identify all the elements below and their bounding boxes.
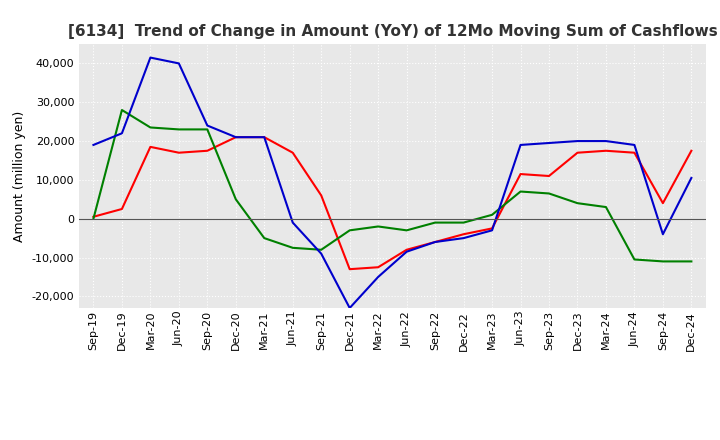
Free Cashflow xyxy=(146,55,155,60)
Investing Cashflow xyxy=(203,127,212,132)
Operating Cashflow xyxy=(174,150,183,155)
Free Cashflow xyxy=(459,235,468,241)
Free Cashflow xyxy=(602,139,611,144)
Line: Free Cashflow: Free Cashflow xyxy=(94,58,691,308)
Free Cashflow xyxy=(573,139,582,144)
Operating Cashflow xyxy=(659,201,667,206)
Operating Cashflow xyxy=(602,148,611,154)
Investing Cashflow xyxy=(289,245,297,250)
Investing Cashflow xyxy=(89,216,98,221)
Operating Cashflow xyxy=(516,172,525,177)
Free Cashflow xyxy=(431,239,439,245)
Operating Cashflow xyxy=(374,264,382,270)
Free Cashflow xyxy=(260,135,269,140)
Operating Cashflow xyxy=(289,150,297,155)
Investing Cashflow xyxy=(630,257,639,262)
Free Cashflow xyxy=(374,274,382,279)
Investing Cashflow xyxy=(374,224,382,229)
Operating Cashflow xyxy=(346,267,354,272)
Free Cashflow xyxy=(487,228,496,233)
Operating Cashflow xyxy=(146,144,155,150)
Free Cashflow xyxy=(545,140,554,146)
Investing Cashflow xyxy=(516,189,525,194)
Title: [6134]  Trend of Change in Amount (YoY) of 12Mo Moving Sum of Cashflows: [6134] Trend of Change in Amount (YoY) o… xyxy=(68,24,717,39)
Operating Cashflow xyxy=(232,135,240,140)
Investing Cashflow xyxy=(402,228,411,233)
Investing Cashflow xyxy=(687,259,696,264)
Investing Cashflow xyxy=(174,127,183,132)
Operating Cashflow xyxy=(687,148,696,154)
Y-axis label: Amount (million yen): Amount (million yen) xyxy=(13,110,26,242)
Free Cashflow xyxy=(203,123,212,128)
Free Cashflow xyxy=(174,61,183,66)
Free Cashflow xyxy=(346,305,354,311)
Investing Cashflow xyxy=(232,197,240,202)
Line: Investing Cashflow: Investing Cashflow xyxy=(94,110,691,261)
Free Cashflow xyxy=(516,142,525,147)
Investing Cashflow xyxy=(260,235,269,241)
Investing Cashflow xyxy=(545,191,554,196)
Investing Cashflow xyxy=(602,205,611,210)
Free Cashflow xyxy=(317,251,325,256)
Investing Cashflow xyxy=(459,220,468,225)
Operating Cashflow xyxy=(630,150,639,155)
Operating Cashflow xyxy=(117,206,126,212)
Operating Cashflow xyxy=(89,214,98,220)
Free Cashflow xyxy=(402,249,411,254)
Free Cashflow xyxy=(659,231,667,237)
Operating Cashflow xyxy=(545,173,554,179)
Free Cashflow xyxy=(630,142,639,147)
Investing Cashflow xyxy=(487,212,496,217)
Free Cashflow xyxy=(289,220,297,225)
Investing Cashflow xyxy=(659,259,667,264)
Operating Cashflow xyxy=(487,226,496,231)
Free Cashflow xyxy=(232,135,240,140)
Operating Cashflow xyxy=(402,247,411,253)
Investing Cashflow xyxy=(146,125,155,130)
Free Cashflow xyxy=(89,142,98,147)
Free Cashflow xyxy=(117,131,126,136)
Operating Cashflow xyxy=(431,239,439,245)
Investing Cashflow xyxy=(117,107,126,113)
Investing Cashflow xyxy=(431,220,439,225)
Investing Cashflow xyxy=(346,228,354,233)
Operating Cashflow xyxy=(573,150,582,155)
Operating Cashflow xyxy=(260,135,269,140)
Line: Operating Cashflow: Operating Cashflow xyxy=(94,137,691,269)
Operating Cashflow xyxy=(203,148,212,154)
Free Cashflow xyxy=(687,175,696,180)
Operating Cashflow xyxy=(317,193,325,198)
Investing Cashflow xyxy=(573,201,582,206)
Investing Cashflow xyxy=(317,247,325,253)
Operating Cashflow xyxy=(459,231,468,237)
